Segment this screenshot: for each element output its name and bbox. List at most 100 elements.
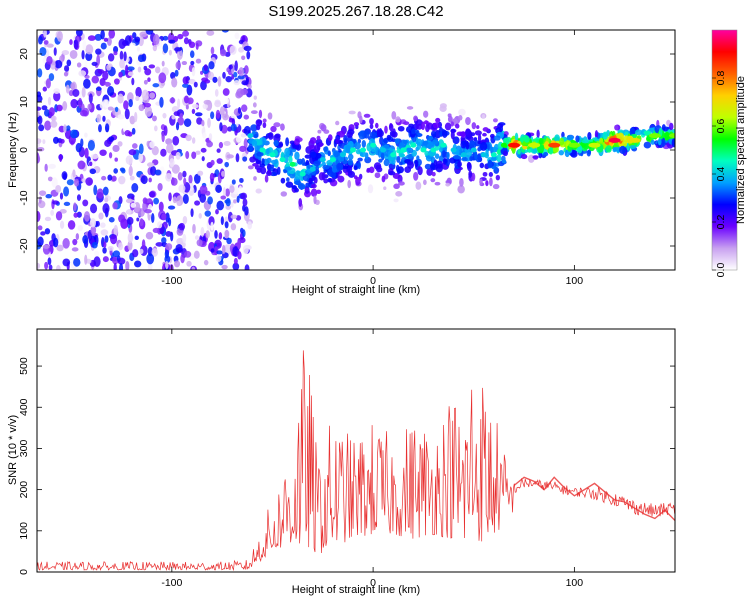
spectral-noise-cell xyxy=(66,179,74,186)
spectral-noise-cell xyxy=(55,184,62,193)
spectral-signal-cell xyxy=(423,110,429,118)
spectral-noise-cell xyxy=(131,127,136,135)
spectral-noise-cell xyxy=(225,75,232,83)
spectral-signal-cell xyxy=(434,181,441,186)
spectral-noise-cell xyxy=(196,124,204,130)
spectral-noise-cell xyxy=(139,248,144,255)
spectral-signal-cell xyxy=(251,131,256,135)
spectral-noise-cell xyxy=(42,139,46,145)
spectral-noise-cell xyxy=(37,146,45,152)
spectral-noise-cell xyxy=(234,60,238,72)
spectral-signal-cell xyxy=(643,141,652,149)
spectral-noise-cell xyxy=(195,58,202,64)
spectral-signal-cell xyxy=(397,125,405,132)
spectral-noise-cell xyxy=(194,235,200,240)
spectral-noise-cell xyxy=(84,147,89,159)
spectral-peak xyxy=(608,137,621,143)
spectral-signal-cell xyxy=(422,140,429,146)
spectral-noise-cell xyxy=(77,160,86,170)
spectral-signal-cell xyxy=(458,108,466,116)
spectral-noise-cell xyxy=(77,225,83,232)
spectral-signal-cell xyxy=(657,138,662,146)
spectral-noise-cell xyxy=(94,33,103,41)
spectral-signal-cell xyxy=(388,171,396,176)
spectral-signal-cell xyxy=(250,110,258,115)
spectral-signal-cell xyxy=(552,146,559,153)
spectral-noise-cell xyxy=(132,32,137,39)
spectral-signal-cell xyxy=(457,185,465,194)
spectral-noise-cell xyxy=(114,157,119,162)
spectral-noise-cell xyxy=(215,184,222,193)
spectral-signal-cell xyxy=(423,179,427,186)
spectral-noise-cell xyxy=(207,117,211,129)
spectral-signal-cell xyxy=(427,122,433,130)
spectral-noise-cell xyxy=(213,140,219,147)
spectral-noise-cell xyxy=(154,169,162,176)
spectral-noise-cell xyxy=(237,251,242,260)
spectral-noise-cell xyxy=(76,194,81,201)
spectral-signal-cell xyxy=(270,159,278,165)
spectral-signal-cell xyxy=(439,103,447,109)
spectral-noise-cell xyxy=(225,204,232,210)
spectral-signal-cell xyxy=(316,189,322,195)
y-tick-label: 20 xyxy=(18,48,30,60)
spectral-noise-cell xyxy=(165,173,173,182)
spectral-signal-cell xyxy=(577,145,583,154)
spectral-signal-cell xyxy=(248,143,253,152)
spectral-noise-cell xyxy=(127,240,133,251)
spectral-noise-cell xyxy=(118,214,126,223)
spectral-signal-cell xyxy=(523,135,530,143)
spectral-noise-cell xyxy=(138,104,145,112)
spectral-noise-cell xyxy=(71,247,79,252)
spectral-noise-cell xyxy=(124,108,130,120)
spectral-noise-cell xyxy=(155,66,161,74)
spectral-signal-cell xyxy=(424,150,430,156)
spectral-signal-cell xyxy=(369,117,374,125)
spectral-noise-cell xyxy=(177,116,185,126)
spectral-signal-cell xyxy=(256,151,264,157)
spectral-peak xyxy=(470,147,477,153)
spectral-noise-cell xyxy=(133,260,142,268)
spectral-noise-cell xyxy=(152,227,160,234)
spectral-signal-cell xyxy=(619,145,627,154)
spectral-noise-cell xyxy=(216,200,225,211)
spectral-noise-cell xyxy=(48,73,55,82)
snr-x-ticks: -100 0 100 xyxy=(161,329,583,589)
spectral-noise-cell xyxy=(108,30,116,39)
spectral-signal-cell xyxy=(575,135,580,143)
spectral-signal-cell xyxy=(581,139,590,144)
spectral-noise-cell xyxy=(45,78,51,89)
spectral-noise-cell xyxy=(229,185,235,193)
spectral-noise-cell xyxy=(101,175,107,181)
y-tick-label: 200 xyxy=(18,481,30,499)
spectral-noise-cell xyxy=(128,98,133,108)
spectral-noise-cell xyxy=(138,97,143,107)
spectral-signal-cell xyxy=(348,110,356,115)
spectral-noise-cell xyxy=(219,122,223,132)
spectral-signal-cell xyxy=(288,155,293,164)
spectral-signal-cell xyxy=(291,148,297,153)
spectral-noise-cell xyxy=(210,248,215,253)
spectral-peak xyxy=(279,157,286,163)
spectral-noise-cell xyxy=(64,65,70,72)
spectral-noise-cell xyxy=(56,264,61,270)
spectral-noise-cell xyxy=(216,148,221,153)
spectral-signal-cell xyxy=(378,158,383,163)
spectral-signal-cell xyxy=(391,131,398,138)
spectral-peak xyxy=(380,147,387,153)
spectral-noise-cell xyxy=(243,138,248,149)
spectral-noise-cell xyxy=(37,94,43,103)
colorbar-gradient xyxy=(712,30,737,270)
spectral-noise-cell xyxy=(119,50,124,61)
spectral-noise-cell xyxy=(53,47,57,56)
spectral-signal-cell xyxy=(345,145,351,154)
spectral-noise-cell xyxy=(39,46,47,57)
spectral-signal-cell xyxy=(347,158,354,166)
spectral-signal-cell xyxy=(416,155,420,161)
spectral-signal-cell xyxy=(322,164,330,170)
spectral-signal-cell xyxy=(474,130,482,136)
spectral-noise-cell xyxy=(177,98,181,109)
spectral-noise-cell xyxy=(242,198,248,207)
y-tick-label: 400 xyxy=(18,398,30,416)
